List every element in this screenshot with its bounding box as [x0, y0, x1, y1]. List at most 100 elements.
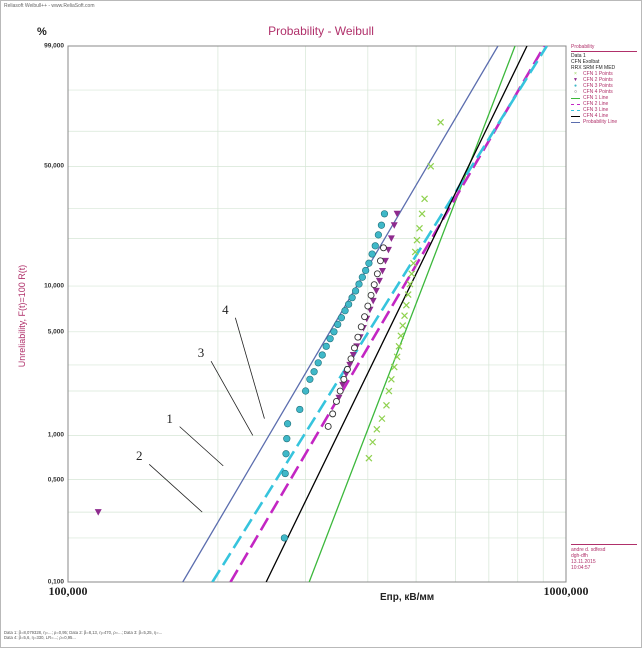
data-point-circle [368, 250, 376, 258]
legend-marker: ○ [573, 89, 578, 95]
legend-header: Probability [571, 44, 637, 52]
legend-label: CFN 2 Points [583, 77, 613, 83]
data-point-open-circle [336, 387, 344, 395]
data-point-circle [318, 351, 326, 359]
data-point-x [395, 342, 403, 350]
y-tick-label: 50,000 [44, 162, 64, 170]
data-point-circle [374, 231, 382, 239]
legend-marker: × [574, 71, 577, 77]
legend-subtitle-3: RRX SRM FM MED [571, 65, 616, 71]
data-point-circle [365, 259, 373, 267]
callout-leader [234, 317, 265, 419]
callout-label: 2 [135, 448, 143, 464]
legend-entry: ● CFN 3 Points [571, 83, 637, 89]
data-point-circle [362, 266, 370, 275]
data-point-open-circle [380, 244, 387, 252]
info-stamp: andre d. sdfesd dgh-dfh 13.11.2015 10:04… [571, 544, 637, 571]
data-point-x [408, 270, 416, 278]
data-point-x [393, 353, 401, 361]
data-point-circle [345, 300, 353, 308]
legend-label: Probability Line [583, 119, 618, 125]
legend-entry: × CFN 1 Points [571, 71, 637, 77]
data-point-circle [326, 335, 334, 343]
data-point-circle [310, 368, 318, 376]
legend-line-swatch [571, 109, 580, 111]
data-point-circle [314, 359, 322, 367]
data-point-circle [282, 450, 290, 458]
data-point-triangle [387, 235, 395, 242]
legend-entry: CFN 1 Line [571, 95, 637, 101]
legend-entry: ▼ CFN 2 Points [571, 77, 637, 83]
data-point-x [378, 415, 386, 423]
legend-entry: Probability Line [571, 119, 637, 125]
bottom-notes: Data 1: β=8,079328, η=...; ρ=0,95; Data … [4, 630, 162, 640]
legend-subtitle-2: CFN Exolbat [571, 59, 600, 65]
series-line [265, 46, 528, 582]
stamp-line-2: dgh-dfh [571, 553, 588, 559]
data-point-x [406, 280, 414, 288]
data-point-open-circle [329, 410, 337, 418]
callout-label: 3 [197, 345, 205, 361]
legend-entry: ○ CFN 4 Points [571, 89, 637, 95]
legend-entries: × CFN 1 Points ▼ CFN 2 Points ● CFN 3 Points ○… [571, 71, 637, 125]
data-point-x [437, 118, 445, 126]
data-point-x [390, 363, 398, 371]
data-point-x [410, 259, 417, 267]
legend-label: CFN 2 Line [583, 101, 609, 107]
legend-label: CFN 4 Points [583, 89, 613, 95]
data-point-x [365, 454, 373, 462]
data-point-x [402, 301, 410, 309]
data-point-x [413, 236, 421, 244]
data-point-open-circle [373, 270, 381, 278]
legend-line-swatch [571, 97, 580, 99]
stamp-line-1: andre d. sdfesd [571, 547, 606, 553]
data-point-x [401, 312, 408, 320]
data-point-circle [334, 320, 342, 329]
legend-marker: ● [573, 83, 578, 89]
data-point-circle [341, 307, 349, 315]
data-point-triangle [335, 394, 343, 402]
data-point-open-circle [333, 397, 340, 405]
data-point-open-circle [370, 281, 378, 289]
legend-label: CFN 4 Line [583, 113, 609, 119]
legend: Probability Data 1 CFN Exolbat RRX SRM F… [571, 44, 637, 125]
data-point-triangle [381, 257, 389, 265]
data-point-triangle [375, 277, 383, 285]
data-point-open-circle [357, 323, 365, 331]
data-point-open-circle [354, 333, 362, 341]
data-point-x [427, 162, 435, 170]
data-point-x [421, 195, 428, 203]
stamp-line-4: 10:04:57 [571, 565, 591, 571]
data-point-triangle [349, 351, 357, 359]
callout-leader [179, 426, 224, 467]
data-point-triangle [378, 268, 386, 275]
callout-label: 1 [166, 410, 173, 426]
data-point-open-circle [350, 344, 358, 352]
legend-label: CFN 1 Line [583, 95, 609, 101]
y-tick-label: 0,500 [47, 476, 64, 484]
data-point-triangle [339, 381, 347, 389]
data-point-circle [283, 435, 291, 443]
legend-line-swatch [571, 115, 580, 117]
data-point-circle [322, 342, 330, 350]
callout-label: 4 [222, 301, 229, 317]
legend-entry: CFN 2 Line [571, 101, 637, 107]
y-tick-label: 99,000 [44, 42, 64, 50]
legend-marker: ▼ [573, 77, 578, 83]
data-point-triangle [390, 222, 398, 229]
data-point-x [397, 332, 405, 340]
bottom-note-1: Data 1: β=8,079328, η=...; ρ=0,95; Data … [4, 630, 163, 635]
data-point-circle [330, 328, 338, 336]
data-point-x [373, 425, 381, 433]
series-line [211, 46, 548, 582]
y-tick-label: 5,000 [47, 328, 64, 336]
callout-leader [148, 464, 203, 513]
legend-label: CFN 1 Points [583, 71, 613, 77]
data-point-circle [377, 221, 386, 229]
data-point-circle [296, 405, 304, 414]
legend-subtitle-1: Data 1 [571, 53, 586, 59]
legend-entry: CFN 4 Line [571, 113, 637, 119]
data-point-triangle [94, 509, 102, 516]
data-point-x [385, 387, 393, 395]
